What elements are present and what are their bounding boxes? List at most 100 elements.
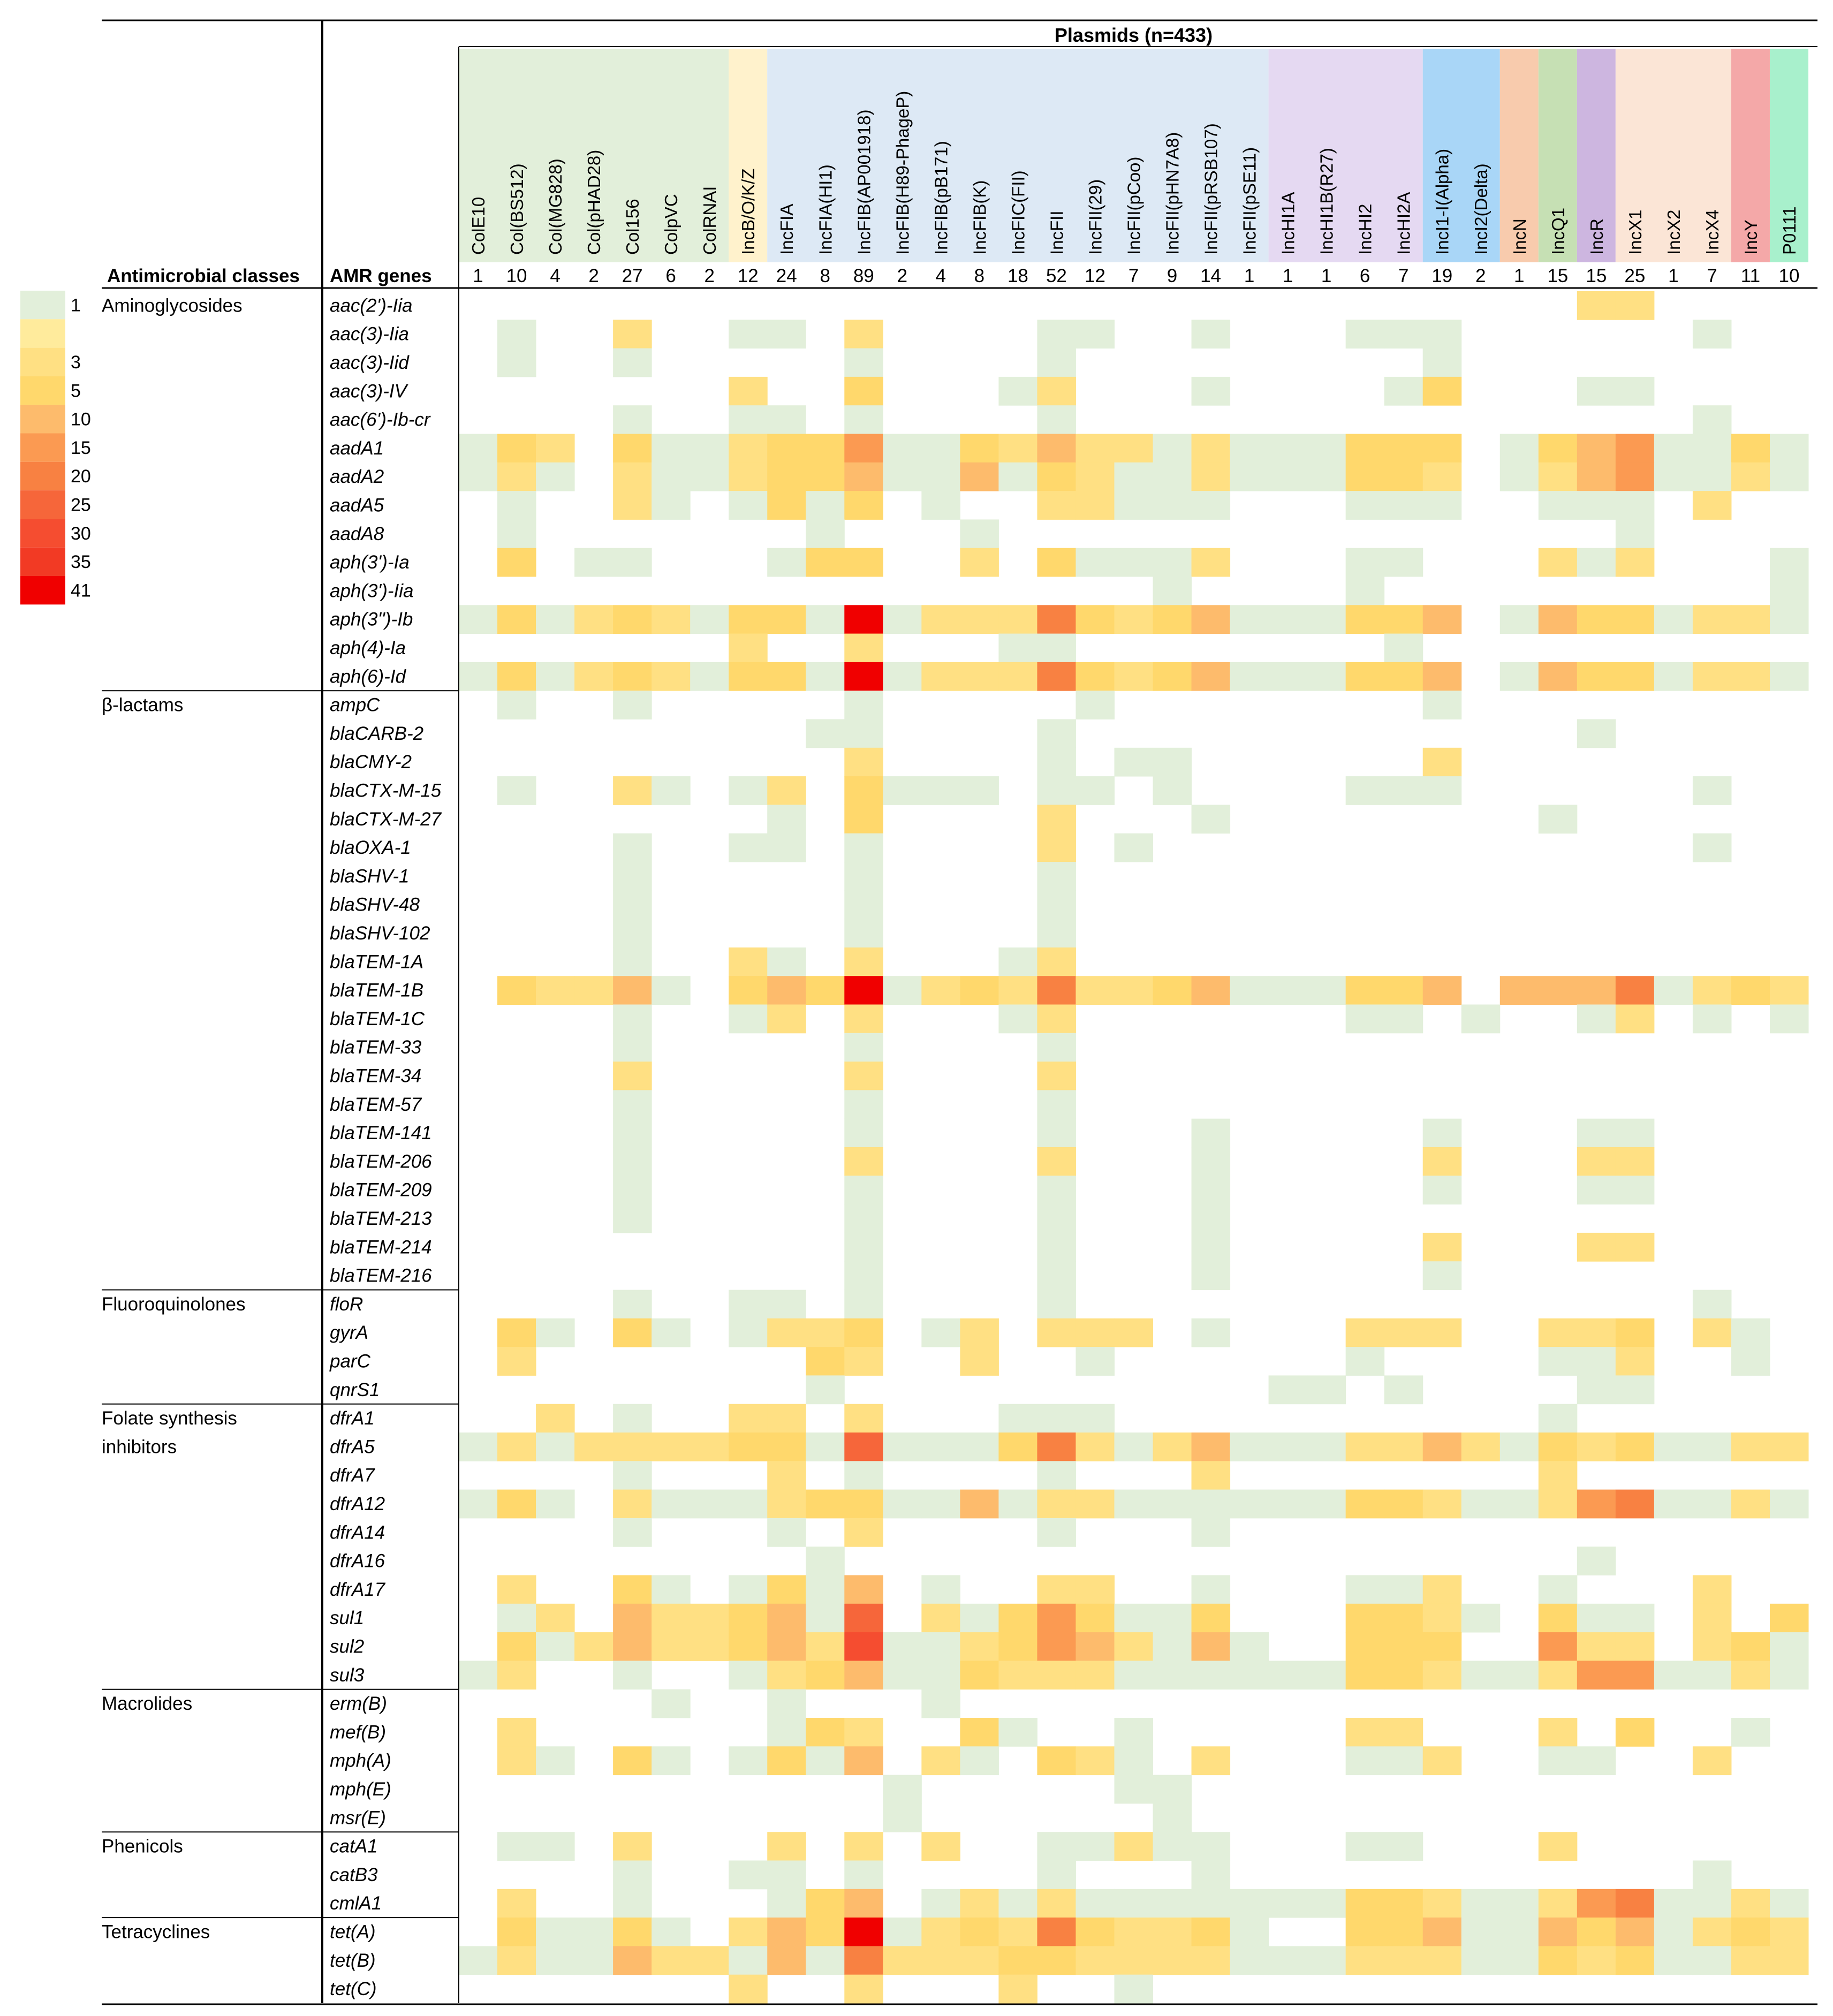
plasmid-label-incfii-pse11: IncFII(pSE11) (1240, 147, 1260, 255)
plasmid-label-incfib-h89-phagep: IncFIB(H89-PhageP) (892, 91, 912, 255)
heatmap-cell (844, 947, 883, 976)
plasmid-label-incfii-pcoo: IncFII(pCoo) (1124, 157, 1144, 255)
plasmid-count: 15 (1547, 266, 1568, 286)
plasmid-label-incfia: IncFIA (777, 204, 797, 255)
heatmap-cell (459, 1946, 498, 1975)
heatmap-cell (1345, 605, 1385, 634)
heatmap-cell (806, 605, 845, 634)
heatmap-cell (1538, 548, 1578, 577)
gene-label-catb3: catB3 (330, 1865, 378, 1885)
heatmap-cell (1538, 1832, 1578, 1861)
gene-label-blatem-206: blaTEM-206 (330, 1151, 432, 1172)
heatmap-cell (613, 1860, 652, 1890)
heatmap-cell (1692, 976, 1732, 1005)
plasmid-count: 8 (820, 266, 830, 286)
heatmap-cell (1268, 1375, 1308, 1405)
heatmap-cell (1769, 1632, 1809, 1661)
heatmap-cell (1268, 1433, 1308, 1461)
heatmap-cell (1692, 491, 1732, 520)
heatmap-cell (729, 462, 768, 491)
heatmap-cell (1731, 462, 1770, 491)
heatmap-cell (1692, 776, 1732, 805)
heatmap-cell (1075, 1404, 1115, 1433)
heatmap-cell (1191, 1946, 1231, 1975)
heatmap-cell (767, 833, 806, 862)
heatmap-cell (1191, 1118, 1231, 1148)
heatmap-cell (1191, 1603, 1231, 1633)
heatmap-cell (844, 833, 883, 862)
heatmap-cell (1345, 1918, 1385, 1946)
heatmap-cell (1769, 1603, 1809, 1633)
gene-label-aph-4-ia: aph(4)-Ia (330, 638, 406, 658)
heatmap-cell (844, 1860, 883, 1890)
heatmap-cell (767, 1918, 806, 1946)
heatmap-cell (1538, 1603, 1578, 1633)
heatmap-cell (1037, 805, 1076, 834)
heatmap-cell (1075, 662, 1115, 691)
heatmap-cell (497, 1889, 536, 1918)
heatmap-cell (883, 976, 922, 1005)
heatmap-cell (1037, 1946, 1076, 1975)
legend-label: 25 (71, 495, 91, 515)
heatmap-cell (844, 1433, 883, 1461)
gene-label-blactx-m-15: blaCTX-M-15 (330, 780, 442, 801)
heatmap-cell (497, 662, 536, 691)
heatmap-cell (844, 1889, 883, 1918)
heatmap-cell (652, 1918, 691, 1946)
heatmap-cell (1307, 434, 1346, 463)
heatmap-cell (1384, 1718, 1423, 1747)
heatmap-cell (613, 1004, 652, 1034)
heatmap-cell (1037, 434, 1076, 463)
plasmid-count: 10 (1779, 266, 1800, 286)
heatmap-cell (1114, 1889, 1154, 1918)
plasmid-group-band (1615, 49, 1731, 262)
legend-swatch (20, 519, 65, 548)
heatmap-cell (1114, 747, 1154, 777)
heatmap-cell (690, 1632, 729, 1661)
heatmap-cell (1153, 434, 1192, 463)
heatmap-cell (652, 491, 691, 520)
plasmid-label-inchi1b-r27: IncHI1B(R27) (1317, 148, 1337, 255)
heatmap-cell (998, 1889, 1037, 1918)
gene-label-sul3: sul3 (330, 1665, 365, 1686)
heatmap-cell (1384, 1318, 1423, 1347)
heatmap-cell (1538, 1489, 1578, 1519)
heatmap-cell (652, 605, 691, 634)
heatmap-cell (998, 1946, 1037, 1975)
heatmap-cell (1153, 747, 1192, 777)
heatmap-cell (1037, 1033, 1076, 1062)
class-label-fluoroquinolones: Fluoroquinolones (102, 1294, 246, 1315)
heatmap-cell (1422, 1118, 1462, 1148)
plasmid-label-incx1: IncX1 (1625, 210, 1645, 255)
heatmap-cell (536, 1746, 575, 1776)
heatmap-cell (613, 1204, 652, 1233)
heatmap-cell (1615, 1318, 1655, 1347)
heatmap-cell (960, 1946, 999, 1975)
heatmap-cell (1191, 1261, 1231, 1290)
heatmap-cell (960, 434, 999, 463)
heatmap-cell (1615, 976, 1655, 1005)
heatmap-cell (844, 890, 883, 920)
heatmap-cell (1769, 1433, 1809, 1461)
heatmap-cell (883, 1775, 922, 1804)
heatmap-cell (844, 1661, 883, 1690)
heatmap-cell (652, 1318, 691, 1347)
heatmap-cell (1268, 434, 1308, 463)
heatmap-cell (1615, 605, 1655, 634)
heatmap-cell (1577, 1632, 1616, 1661)
heatmap-cell (613, 1461, 652, 1490)
heatmap-cell (883, 776, 922, 805)
heatmap-cell (1345, 1746, 1385, 1776)
heatmap-cell (806, 1489, 845, 1519)
heatmap-cell (921, 1946, 960, 1975)
heatmap-cell (497, 691, 536, 719)
heatmap-cell (1114, 434, 1154, 463)
heatmap-cell (844, 719, 883, 748)
heatmap-cell (844, 1090, 883, 1119)
heatmap-cell (1499, 1661, 1539, 1690)
heatmap-cell (1345, 1318, 1385, 1347)
heatmap-cell (1230, 1661, 1269, 1690)
heatmap-cell (1153, 662, 1192, 691)
heatmap-cell (652, 1689, 691, 1718)
heatmap-cell (806, 719, 845, 748)
